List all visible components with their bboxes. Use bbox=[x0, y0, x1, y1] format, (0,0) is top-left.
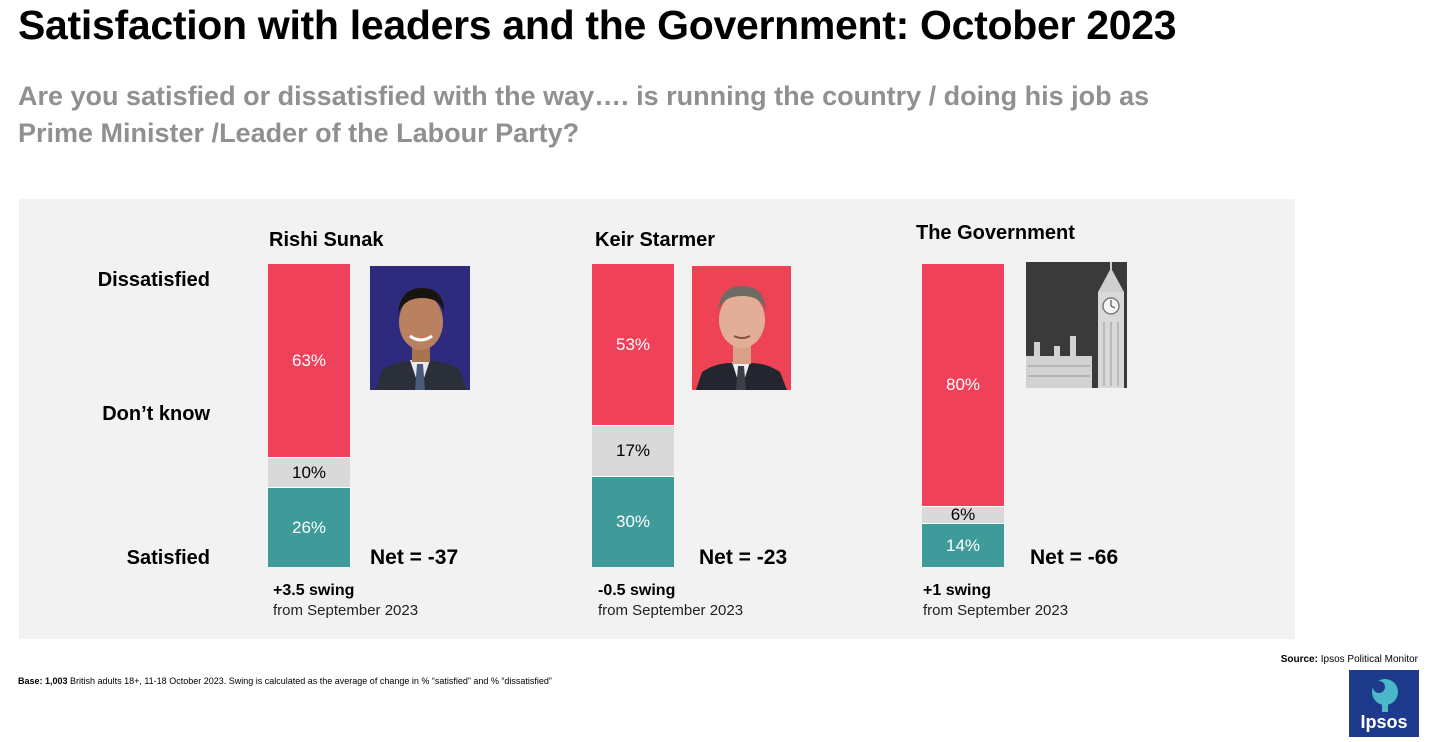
segment-dissatisfied: 53% bbox=[592, 264, 674, 425]
source-note-text: Ipsos Political Monitor bbox=[1317, 654, 1418, 665]
question-subtitle: Are you satisfied or dissatisfied with t… bbox=[18, 81, 1150, 148]
base-note-text: British adults 18+, 11-18 October 2023. … bbox=[67, 676, 552, 686]
base-note: Base: 1,003 British adults 18+, 11-18 Oc… bbox=[18, 676, 552, 686]
data-label: 6% bbox=[950, 505, 976, 524]
data-label: 63% bbox=[291, 350, 327, 370]
source-note: Source: Ipsos Political Monitor bbox=[1281, 654, 1418, 665]
data-label: 10% bbox=[291, 462, 327, 482]
bar-sunak: 63% 10% 26% bbox=[268, 264, 350, 567]
keir-starmer-photo bbox=[692, 266, 791, 390]
segment-satisfied: 26% bbox=[268, 488, 350, 567]
data-label: 80% bbox=[945, 375, 981, 394]
bar-government: 80% 6% 14% bbox=[922, 264, 1004, 567]
group-title-starmer: Keir Starmer bbox=[595, 229, 716, 251]
page-title: Satisfaction with leaders and the Govern… bbox=[18, 2, 1177, 48]
net-sunak: Net = -37 bbox=[370, 546, 459, 569]
net-government: Net = -66 bbox=[1030, 546, 1119, 569]
data-label: 30% bbox=[615, 512, 651, 531]
base-note-bold: Base: 1,003 bbox=[18, 676, 68, 686]
segment-dissatisfied: 80% bbox=[922, 264, 1004, 506]
swing-sunak: +3.5 swing bbox=[273, 582, 355, 599]
segment-dont-know: 10% bbox=[268, 457, 350, 488]
segment-dissatisfied: 63% bbox=[268, 264, 350, 457]
segment-dont-know: 6% bbox=[922, 505, 1004, 524]
segment-satisfied: 30% bbox=[592, 477, 674, 567]
swing-note-government: from September 2023 bbox=[923, 602, 1069, 619]
data-label: 17% bbox=[615, 441, 651, 460]
rishi-sunak-photo bbox=[370, 266, 470, 390]
ipsos-logo: Ipsos bbox=[1349, 670, 1419, 737]
row-label-satisfied: Satisfied bbox=[126, 547, 210, 569]
row-label-dont-know: Don’t know bbox=[102, 403, 210, 425]
swing-note-starmer: from September 2023 bbox=[598, 602, 744, 619]
swing-government: +1 swing bbox=[923, 582, 992, 599]
big-ben-photo bbox=[1026, 262, 1127, 388]
bar-starmer: 53% 17% 30% bbox=[592, 264, 674, 567]
data-label: 26% bbox=[291, 517, 327, 537]
segment-dont-know: 17% bbox=[592, 425, 674, 477]
swing-starmer: -0.5 swing bbox=[598, 582, 676, 599]
source-note-bold: Source: bbox=[1280, 654, 1318, 665]
logo-text: Ipsos bbox=[1360, 712, 1408, 732]
swing-note-sunak: from September 2023 bbox=[273, 602, 419, 619]
segment-satisfied: 14% bbox=[922, 524, 1004, 567]
group-title-government: The Government bbox=[916, 222, 1075, 244]
data-label: 14% bbox=[945, 535, 981, 555]
group-title-sunak: Rishi Sunak bbox=[269, 229, 384, 251]
data-label: 53% bbox=[615, 334, 651, 354]
net-starmer: Net = -23 bbox=[699, 546, 788, 569]
row-label-dissatisfied: Dissatisfied bbox=[97, 269, 210, 291]
